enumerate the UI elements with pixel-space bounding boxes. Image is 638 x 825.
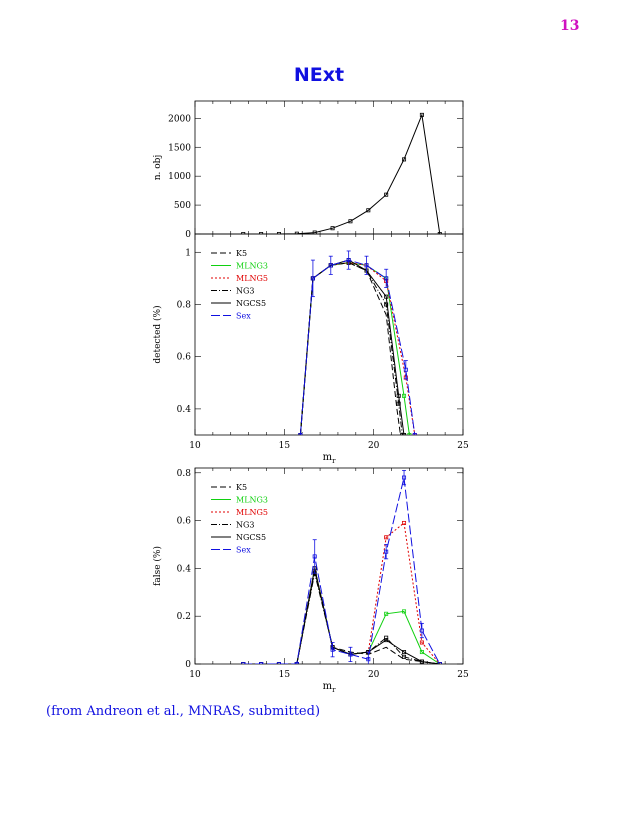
x-tick-label: 25 bbox=[457, 441, 469, 451]
y-tick-label: 2000 bbox=[168, 114, 191, 124]
data-point bbox=[348, 219, 353, 224]
data-point bbox=[276, 662, 281, 664]
series-line-counts bbox=[243, 113, 441, 234]
series-line-sex bbox=[243, 477, 441, 664]
data-point bbox=[402, 157, 407, 162]
data-point bbox=[419, 650, 424, 655]
legend-label-ng3: NG3 bbox=[236, 521, 254, 530]
data-point bbox=[384, 192, 389, 197]
data-point bbox=[241, 662, 246, 664]
series-line-mlng5 bbox=[299, 262, 416, 435]
x-axis-label: mr bbox=[323, 452, 336, 465]
series-line-mlng5 bbox=[243, 522, 441, 664]
series-line-ng3 bbox=[299, 262, 403, 435]
y-tick-label: 0.2 bbox=[177, 612, 191, 622]
page-title: NExt bbox=[293, 64, 345, 86]
legend-label-ngcs5: NGCS5 bbox=[236, 533, 266, 542]
y-axis-label: false (%) bbox=[152, 546, 163, 586]
data-point bbox=[384, 535, 389, 540]
y-tick-label: 0.8 bbox=[177, 469, 192, 479]
data-point bbox=[330, 226, 335, 231]
legend-label-ngcs5: NGCS5 bbox=[236, 299, 266, 308]
legend-label-ng3: NG3 bbox=[236, 287, 254, 296]
y-axis-label: n. obj bbox=[153, 155, 163, 181]
data-point bbox=[366, 208, 371, 213]
y-tick-label: 0.6 bbox=[177, 517, 192, 527]
legend-label-sex: Sex bbox=[236, 312, 251, 321]
data-point bbox=[402, 654, 407, 659]
data-point bbox=[384, 638, 389, 643]
data-point bbox=[384, 294, 389, 299]
data-point bbox=[298, 432, 303, 435]
data-point bbox=[402, 393, 407, 398]
x-tick-label: 10 bbox=[189, 441, 201, 451]
data-point bbox=[402, 650, 407, 655]
y-tick-label: 0 bbox=[185, 660, 191, 670]
y-axis-label: detected (%) bbox=[152, 305, 163, 363]
y-tick-label: 1500 bbox=[168, 143, 191, 153]
y-tick-label: 1000 bbox=[168, 172, 191, 182]
x-axis-label: mr bbox=[323, 681, 336, 694]
series-line-ngcs5 bbox=[299, 259, 405, 435]
series-line-k5 bbox=[299, 262, 401, 435]
series-line-ngcs5 bbox=[243, 568, 440, 664]
data-point bbox=[412, 432, 417, 435]
axes-frame bbox=[194, 467, 464, 665]
legend-label-mlng3: MLNG3 bbox=[236, 262, 268, 271]
data-point bbox=[402, 609, 407, 614]
legend-label-mlng5: MLNG5 bbox=[236, 274, 268, 283]
data-point bbox=[437, 662, 442, 664]
data-point bbox=[384, 611, 389, 616]
data-point bbox=[419, 640, 424, 645]
series-line-k5 bbox=[243, 570, 440, 664]
series-group bbox=[298, 250, 417, 435]
x-tick-label: 15 bbox=[279, 670, 291, 680]
data-point bbox=[294, 662, 299, 664]
y-tick-label: 1 bbox=[185, 248, 191, 258]
x-tick-label: 25 bbox=[457, 670, 469, 680]
panel-detected: 10 15 20 25 0.4 0.6 0.8 1 detected (%) mr K5 MLNG3 M… bbox=[152, 233, 469, 465]
axes-frame bbox=[194, 233, 464, 436]
data-point bbox=[384, 302, 389, 307]
data-point bbox=[419, 112, 424, 117]
series-group bbox=[241, 469, 442, 664]
y-tick-label: 0.8 bbox=[177, 300, 192, 310]
panel-counts: 0 500 1000 1500 2000 n. obj bbox=[153, 100, 464, 240]
data-point bbox=[402, 520, 407, 525]
series-group bbox=[241, 112, 442, 234]
legend-label-k5: K5 bbox=[236, 483, 247, 492]
figure-caption: (from Andreon et al., MNRAS, submitted) bbox=[46, 704, 321, 719]
x-tick-label: 15 bbox=[279, 441, 291, 451]
x-tick-label: 20 bbox=[368, 670, 380, 680]
y-tick-label: 500 bbox=[174, 201, 191, 211]
page-number: 13 bbox=[560, 18, 580, 34]
data-point bbox=[419, 659, 424, 664]
y-tick-label: 0 bbox=[185, 230, 191, 240]
series-line-sex bbox=[299, 259, 416, 435]
data-point bbox=[396, 393, 401, 398]
data-point bbox=[402, 432, 407, 435]
x-tick-label: 20 bbox=[368, 441, 380, 451]
y-tick-label: 0.4 bbox=[177, 405, 192, 415]
data-point bbox=[407, 432, 412, 435]
legend-label-k5: K5 bbox=[236, 249, 247, 258]
legend-label-sex: Sex bbox=[236, 546, 251, 555]
data-point bbox=[396, 401, 401, 406]
legend-label-mlng5: MLNG5 bbox=[236, 508, 268, 517]
data-point bbox=[312, 230, 317, 234]
y-tick-label: 0.4 bbox=[177, 564, 192, 574]
y-tick-label: 0.6 bbox=[177, 353, 192, 363]
data-point bbox=[259, 662, 264, 664]
panel-false: 10 15 20 25 0 0.2 0.4 0.6 0.8 false (%) mr K5 MLNG3 M… bbox=[152, 467, 469, 694]
legend-label-mlng3: MLNG3 bbox=[236, 496, 268, 505]
data-point bbox=[384, 635, 389, 640]
x-tick-label: 10 bbox=[189, 670, 201, 680]
